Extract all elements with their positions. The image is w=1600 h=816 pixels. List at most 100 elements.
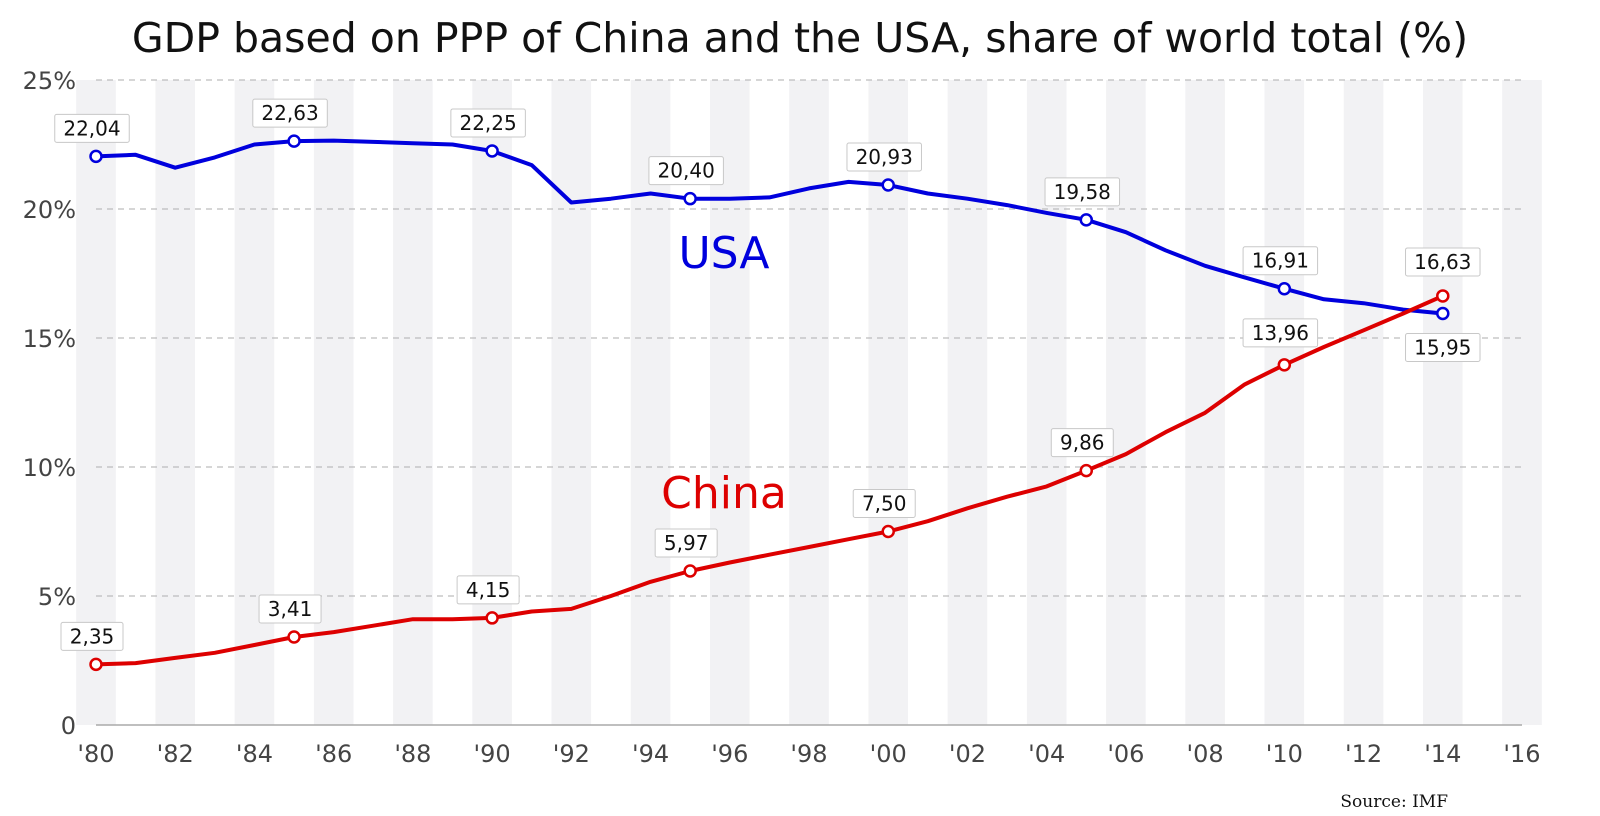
- china-label-box: [852, 489, 916, 518]
- year-band: [947, 80, 988, 725]
- usa-data-label: 19,58: [1054, 180, 1111, 204]
- year-band: [472, 80, 512, 725]
- year-band: [868, 80, 909, 725]
- china-data-label: 5,97: [664, 531, 709, 555]
- year-band: [1106, 80, 1146, 725]
- usa-data-point: [89, 149, 103, 164]
- x-tick-label: '12: [1345, 740, 1382, 768]
- year-band: [76, 80, 116, 725]
- y-tick-label: 15%: [23, 325, 76, 353]
- x-tick-label: '92: [553, 740, 590, 768]
- x-tick-label: '96: [711, 740, 748, 768]
- x-tick-label: '16: [1503, 740, 1540, 768]
- usa-data-point: [683, 191, 697, 206]
- usa-label-box: [1044, 177, 1121, 207]
- year-band: [1422, 80, 1463, 725]
- data-labels: 22,04 22,63 22,25 20,40 20,93 19,58 16,91 15,95…: [54, 98, 1481, 651]
- series-lines: [95, 138, 1444, 667]
- x-tick-label: '14: [1424, 740, 1461, 768]
- x-tick-label: '90: [474, 740, 511, 768]
- china-data-point: [1436, 289, 1450, 303]
- usa-data-label: 22,63: [261, 101, 318, 125]
- china-data-point: [881, 524, 895, 539]
- usa-data-label: 22,25: [459, 111, 516, 135]
- usa-data-point: [1436, 306, 1450, 321]
- x-tick-label: '10: [1266, 740, 1303, 768]
- usa-line: [95, 138, 1443, 316]
- usa-label-box: [846, 142, 922, 172]
- year-band: [1264, 80, 1305, 725]
- china-data-point: [287, 630, 301, 644]
- y-tick-label: 25%: [23, 67, 76, 95]
- usa-label-box: [1405, 332, 1481, 362]
- china-label-box: [654, 528, 718, 558]
- year-band: [709, 80, 750, 725]
- year-band: [234, 80, 275, 725]
- usa-label-box: [648, 156, 724, 186]
- year-band: [551, 80, 592, 725]
- x-tick-label: '04: [1028, 740, 1065, 768]
- y-tick-label: 20%: [23, 196, 76, 224]
- x-tick-label: '86: [315, 740, 352, 768]
- china-data-label: 7,50: [862, 492, 907, 516]
- x-tick-label: '06: [1107, 740, 1144, 768]
- x-tick-label: '80: [77, 740, 114, 768]
- x-tick-label: '00: [870, 740, 907, 768]
- year-band: [1343, 80, 1384, 725]
- usa-data-label: 20,93: [856, 145, 913, 169]
- series-points: [89, 134, 1450, 672]
- usa-data-label: 16,91: [1252, 249, 1309, 273]
- x-axis-ticks: '80 '82 '84 '86 '88 '90 '92 '94 '96 '98 '00 '02 '04 '…: [77, 740, 1540, 768]
- usa-data-point: [1079, 213, 1094, 227]
- x-tick-label: '08: [1187, 740, 1224, 768]
- y-axis-ticks: 0 5% 10% 15% 20% 25%: [23, 67, 76, 740]
- china-label-box: [258, 594, 322, 624]
- china-data-point: [485, 611, 499, 625]
- year-band: [1026, 80, 1067, 725]
- china-label-box: [1050, 428, 1114, 458]
- usa-data-point: [485, 144, 499, 158]
- usa-data-label: 20,40: [658, 159, 715, 183]
- china-data-point: [683, 564, 697, 578]
- chart-title: GDP based on PPP of China and the USA, s…: [132, 14, 1468, 62]
- usa-label-box: [450, 108, 526, 138]
- usa-data-point: [287, 134, 301, 148]
- year-band: [789, 80, 829, 725]
- china-label-box: [1405, 247, 1481, 277]
- china-data-label: 2,35: [70, 624, 115, 648]
- china-label-box: [456, 575, 520, 605]
- year-band: [630, 80, 671, 725]
- usa-data-point: [881, 178, 895, 192]
- china-series-label: China: [661, 468, 787, 519]
- year-band: [155, 80, 196, 725]
- usa-data-label: 15,95: [1414, 335, 1471, 359]
- usa-label-box: [1242, 246, 1319, 276]
- x-tick-label: '82: [157, 740, 194, 768]
- source-note: Source: IMF: [1340, 792, 1448, 812]
- china-data-label: 4,15: [466, 578, 511, 602]
- china-data-point: [89, 657, 103, 672]
- usa-label-box: [252, 98, 328, 128]
- y-tick-label: 10%: [23, 454, 76, 482]
- china-label-box: [60, 621, 124, 651]
- china-data-label: 3,41: [268, 597, 313, 621]
- y-tick-label: 5%: [38, 583, 76, 611]
- usa-data-point: [1277, 281, 1292, 296]
- usa-label-box: [54, 113, 130, 143]
- x-tick-label: '84: [236, 740, 273, 768]
- china-data-point: [1277, 358, 1292, 372]
- usa-data-label: 22,04: [63, 116, 120, 140]
- year-band: [1502, 80, 1542, 725]
- x-tick-label: '98: [790, 740, 827, 768]
- alternating-year-bands: [76, 80, 1542, 725]
- x-tick-label: '94: [632, 740, 669, 768]
- china-data-label: 13,96: [1252, 321, 1309, 345]
- x-tick-label: '02: [949, 740, 986, 768]
- china-data-label: 9,86: [1060, 431, 1105, 455]
- china-line: [95, 294, 1444, 667]
- china-data-label: 16,63: [1414, 250, 1471, 274]
- year-band: [393, 80, 433, 725]
- y-tick-label: 0: [61, 712, 76, 740]
- usa-series-label: USA: [678, 228, 769, 279]
